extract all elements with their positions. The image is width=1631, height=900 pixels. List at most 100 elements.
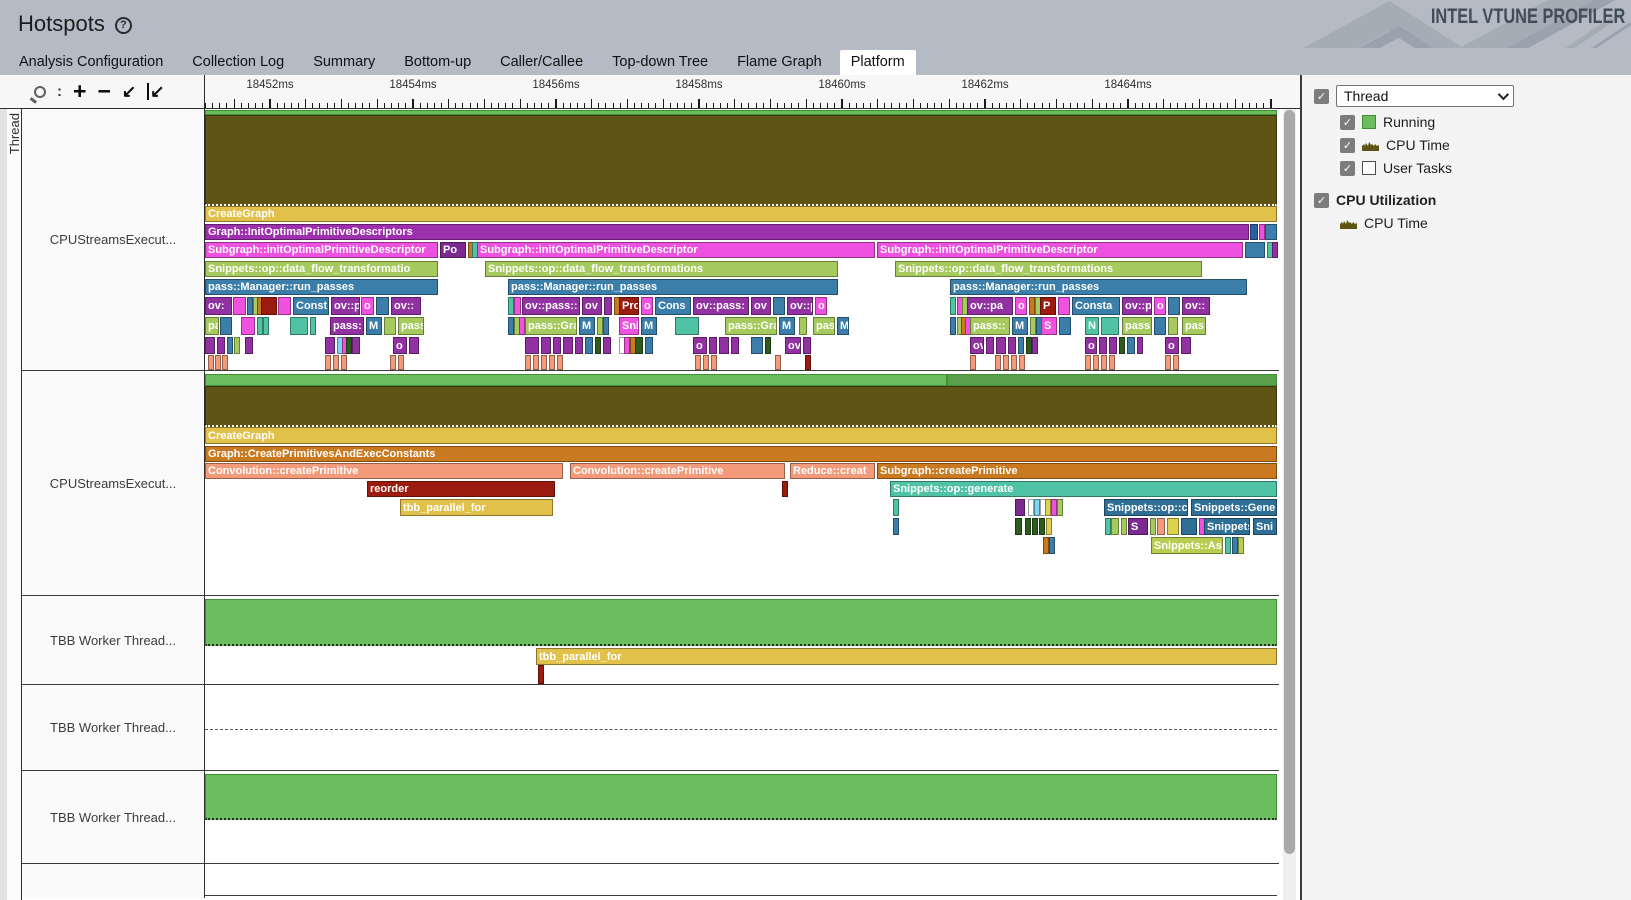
task-bar[interactable]	[1167, 518, 1179, 535]
task-bar[interactable]	[205, 337, 215, 354]
task-bar-o[interactable]: o	[393, 337, 407, 354]
tab-platform[interactable]: Platform	[839, 50, 916, 75]
task-bar[interactable]	[1259, 224, 1265, 240]
task-bar[interactable]	[1057, 499, 1063, 516]
task-bar-snippets-generator-g[interactable]: Snippets::Generator::g	[1191, 499, 1277, 516]
task-bar[interactable]	[1049, 537, 1055, 554]
task-bar-o[interactable]: o	[1085, 337, 1097, 354]
task-bar-convolution-createprimitive[interactable]: Convolution::createPrimitive	[205, 463, 563, 479]
task-bar[interactable]	[1099, 337, 1107, 354]
task-bar[interactable]	[775, 355, 781, 370]
zoom-selection-button[interactable]: ↙	[147, 83, 164, 100]
task-bar[interactable]	[803, 337, 811, 354]
task-bar[interactable]	[1181, 518, 1197, 535]
task-bar-pass[interactable]: pass	[1122, 317, 1152, 335]
task-bar[interactable]	[390, 355, 396, 370]
task-bar-subgraph-createprimitive[interactable]: Subgraph::createPrimitive	[877, 463, 1277, 479]
task-bar[interactable]	[215, 355, 221, 370]
task-bar[interactable]	[208, 355, 214, 370]
task-bar-ov[interactable]: ov	[751, 297, 771, 315]
task-bar[interactable]	[325, 337, 335, 354]
undo-zoom-button[interactable]: ↙	[121, 82, 137, 101]
task-bar[interactable]	[541, 355, 547, 370]
task-bar[interactable]	[575, 337, 583, 354]
task-bar[interactable]	[1111, 518, 1119, 535]
task-bar[interactable]	[1165, 355, 1171, 370]
task-bar[interactable]	[557, 355, 563, 370]
task-bar[interactable]	[1225, 537, 1231, 554]
task-bar[interactable]	[1032, 337, 1038, 354]
task-bar[interactable]	[257, 317, 263, 335]
task-bar-creategraph[interactable]: CreateGraph	[205, 427, 1277, 444]
task-bar[interactable]	[675, 317, 699, 335]
task-bar[interactable]	[241, 317, 255, 335]
task-bar[interactable]	[1059, 317, 1071, 335]
task-bar[interactable]	[603, 317, 609, 335]
task-bar[interactable]	[645, 337, 653, 354]
task-bar[interactable]	[799, 317, 807, 335]
task-bar-reorder[interactable]: reorder	[367, 481, 555, 497]
task-bar[interactable]	[1085, 355, 1091, 370]
task-bar[interactable]	[1046, 518, 1052, 535]
task-bar[interactable]	[290, 317, 308, 335]
thread-group-checkbox[interactable]: ✓	[1314, 88, 1329, 104]
task-bar-ov-p[interactable]: ov::p	[1122, 297, 1152, 315]
task-bar[interactable]	[1127, 337, 1135, 354]
task-bar-pass-manager-run-passes[interactable]: pass::Manager::run_passes	[205, 279, 438, 295]
task-bar[interactable]	[995, 355, 1001, 370]
task-bar[interactable]	[205, 386, 1277, 427]
task-bar[interactable]	[1157, 518, 1165, 535]
help-icon[interactable]: ?	[114, 16, 132, 34]
task-bar-creategraph[interactable]: CreateGraph	[205, 206, 1277, 222]
thread-dropdown[interactable]: Thread	[1336, 85, 1514, 107]
task-bar-const[interactable]: Const	[293, 297, 329, 315]
task-bar[interactable]	[278, 297, 291, 315]
task-bar-sni[interactable]: Sni	[1253, 518, 1277, 535]
legend-checkbox-user-tasks[interactable]: ✓	[1340, 160, 1355, 176]
task-bar-snippets-ass[interactable]: Snippets::Ass	[1151, 537, 1223, 554]
task-bar[interactable]	[1028, 499, 1034, 516]
task-bar[interactable]	[1025, 518, 1031, 535]
task-bar-pass-manager-run-passes[interactable]: pass::Manager::run_passes	[950, 279, 1247, 295]
task-bar[interactable]	[1015, 499, 1025, 516]
task-bar[interactable]	[217, 337, 225, 354]
task-bar-snippets-op-c[interactable]: Snippets::op::c	[1104, 499, 1188, 516]
task-bar[interactable]	[247, 297, 253, 315]
search-icon[interactable]	[34, 85, 46, 98]
task-bar-ov[interactable]: ov::	[785, 337, 801, 354]
task-bar[interactable]	[1045, 499, 1051, 516]
task-bar[interactable]	[1232, 537, 1238, 554]
task-bar[interactable]	[1032, 518, 1038, 535]
vertical-scrollbar[interactable]	[1283, 109, 1296, 900]
task-bar[interactable]	[1119, 337, 1125, 354]
task-bar-graph-createprimitivesandexecconstants[interactable]: Graph::CreatePrimitivesAndExecConstants	[205, 446, 1277, 462]
task-bar[interactable]	[711, 355, 717, 370]
task-bar[interactable]	[1029, 297, 1035, 315]
task-bar[interactable]	[1093, 355, 1099, 370]
task-bar-o[interactable]: o	[1165, 337, 1179, 354]
task-bar-graph-initoptimalprimitivedescriptors[interactable]: Graph::InitOptimalPrimitiveDescriptors	[205, 224, 1249, 240]
timeline-canvas-row[interactable]	[205, 685, 1279, 771]
task-bar-tbb-parallel-for[interactable]: tbb_parallel_for	[536, 648, 1277, 665]
timeline-canvas-row[interactable]	[205, 864, 1279, 898]
task-bar[interactable]	[731, 337, 739, 354]
task-bar-n[interactable]: N	[1085, 317, 1099, 335]
task-bar[interactable]	[341, 355, 347, 370]
task-bar-m[interactable]: M	[779, 317, 795, 335]
task-bar[interactable]	[947, 374, 1277, 386]
task-bar[interactable]	[709, 337, 717, 354]
task-bar[interactable]	[205, 374, 947, 386]
task-bar-pass-gra[interactable]: pass::Gra	[725, 317, 777, 335]
task-bar[interactable]	[233, 297, 246, 315]
task-bar[interactable]	[751, 337, 763, 354]
tab-summary[interactable]: Summary	[313, 54, 376, 70]
timeline-canvas-row[interactable]: tbb_parallel_for	[205, 596, 1279, 685]
task-bar[interactable]	[1018, 337, 1024, 354]
task-bar[interactable]	[227, 337, 233, 354]
task-bar[interactable]	[986, 337, 994, 354]
task-bar[interactable]	[595, 337, 601, 354]
task-bar-snippets-op-data-flow-transformations[interactable]: Snippets::op::data_flow_transformations	[485, 261, 838, 277]
task-bar[interactable]	[1026, 337, 1032, 354]
task-bar[interactable]	[205, 599, 1277, 646]
task-bar[interactable]	[1150, 518, 1156, 535]
